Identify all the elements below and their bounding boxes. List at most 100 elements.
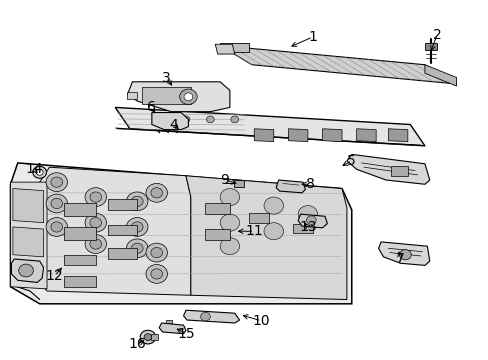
Circle shape xyxy=(46,194,67,213)
Bar xyxy=(64,227,96,240)
Circle shape xyxy=(85,213,106,232)
Bar xyxy=(108,199,137,210)
Bar xyxy=(64,203,96,216)
Circle shape xyxy=(200,312,210,321)
Circle shape xyxy=(90,217,102,228)
Bar xyxy=(205,203,229,214)
Circle shape xyxy=(131,196,143,207)
Circle shape xyxy=(179,89,197,104)
Circle shape xyxy=(85,235,106,253)
Bar xyxy=(64,255,96,265)
Text: 11: 11 xyxy=(245,224,263,238)
Polygon shape xyxy=(166,320,172,323)
Text: 7: 7 xyxy=(395,252,404,266)
Polygon shape xyxy=(288,129,307,141)
Circle shape xyxy=(51,198,62,208)
Circle shape xyxy=(220,238,239,255)
Circle shape xyxy=(131,222,143,232)
Polygon shape xyxy=(11,259,43,283)
Polygon shape xyxy=(151,334,158,340)
Polygon shape xyxy=(115,107,424,146)
Circle shape xyxy=(126,239,148,258)
Circle shape xyxy=(33,166,46,178)
Circle shape xyxy=(126,192,148,211)
Circle shape xyxy=(46,217,67,237)
Polygon shape xyxy=(159,323,185,334)
Polygon shape xyxy=(356,129,375,141)
Bar xyxy=(64,276,96,287)
Polygon shape xyxy=(298,214,327,228)
Polygon shape xyxy=(424,44,436,50)
Polygon shape xyxy=(220,45,456,84)
Bar xyxy=(205,229,229,240)
Circle shape xyxy=(151,188,162,198)
Polygon shape xyxy=(127,93,137,99)
Polygon shape xyxy=(254,129,273,141)
Circle shape xyxy=(220,189,239,206)
Circle shape xyxy=(131,243,143,253)
Text: 16: 16 xyxy=(128,337,146,351)
Text: 8: 8 xyxy=(305,177,314,191)
Polygon shape xyxy=(40,167,190,295)
Circle shape xyxy=(182,116,189,123)
Bar xyxy=(390,166,407,176)
Bar xyxy=(293,224,312,233)
Circle shape xyxy=(183,93,192,100)
Circle shape xyxy=(51,222,62,232)
Circle shape xyxy=(151,269,162,279)
Polygon shape xyxy=(185,176,346,300)
Text: 1: 1 xyxy=(308,30,317,44)
Circle shape xyxy=(298,206,317,223)
Circle shape xyxy=(19,264,33,277)
Polygon shape xyxy=(233,180,243,187)
Circle shape xyxy=(51,177,62,187)
Circle shape xyxy=(46,173,67,192)
Polygon shape xyxy=(378,242,429,265)
Text: 5: 5 xyxy=(346,154,355,168)
Circle shape xyxy=(399,249,410,260)
Polygon shape xyxy=(127,82,229,112)
Circle shape xyxy=(151,247,162,258)
Text: 14: 14 xyxy=(25,162,42,176)
Bar xyxy=(108,225,137,235)
Circle shape xyxy=(146,183,167,202)
Circle shape xyxy=(230,116,238,123)
Circle shape xyxy=(36,169,43,175)
Circle shape xyxy=(90,192,102,202)
Polygon shape xyxy=(387,129,407,141)
Polygon shape xyxy=(142,87,190,104)
Circle shape xyxy=(85,188,106,207)
Polygon shape xyxy=(152,113,188,130)
Text: 12: 12 xyxy=(45,269,63,283)
Polygon shape xyxy=(115,128,424,146)
Polygon shape xyxy=(346,154,429,184)
Polygon shape xyxy=(183,310,239,323)
Bar xyxy=(249,213,268,223)
Polygon shape xyxy=(13,227,43,257)
Text: 3: 3 xyxy=(162,71,170,85)
Text: 10: 10 xyxy=(252,314,270,328)
Polygon shape xyxy=(276,180,305,193)
Circle shape xyxy=(126,217,148,237)
Circle shape xyxy=(140,330,156,344)
Polygon shape xyxy=(220,44,249,52)
Circle shape xyxy=(90,239,102,249)
Text: 9: 9 xyxy=(220,173,229,187)
Polygon shape xyxy=(13,189,43,223)
Circle shape xyxy=(264,197,283,214)
Polygon shape xyxy=(424,65,456,86)
Text: 13: 13 xyxy=(299,220,316,234)
Text: 2: 2 xyxy=(432,28,441,42)
Text: 15: 15 xyxy=(177,327,194,341)
Polygon shape xyxy=(10,182,47,289)
Text: 4: 4 xyxy=(169,117,178,131)
Circle shape xyxy=(144,334,152,341)
Circle shape xyxy=(146,265,167,283)
Polygon shape xyxy=(215,44,234,54)
Circle shape xyxy=(306,216,316,224)
Polygon shape xyxy=(322,129,341,141)
Polygon shape xyxy=(10,163,351,304)
Text: 6: 6 xyxy=(147,100,156,114)
Circle shape xyxy=(206,116,214,123)
Circle shape xyxy=(264,223,283,240)
